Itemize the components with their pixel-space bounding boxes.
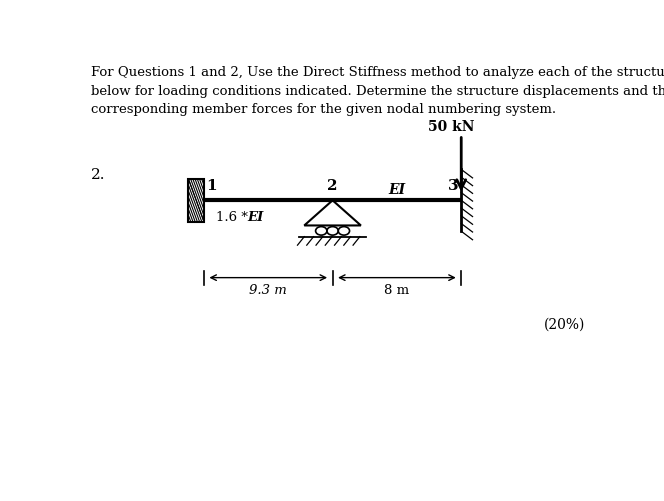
Text: 9.3 m: 9.3 m	[249, 284, 288, 297]
Text: 50 kN: 50 kN	[428, 119, 474, 133]
Text: 8 m: 8 m	[384, 284, 410, 297]
Text: 2: 2	[327, 178, 338, 192]
Text: 1: 1	[207, 178, 217, 192]
Text: (20%): (20%)	[544, 317, 585, 331]
Bar	[189, 180, 204, 222]
Text: For Questions 1 and 2, Use the Direct Stiffness method to analyze each of the st: For Questions 1 and 2, Use the Direct St…	[91, 66, 664, 116]
Text: EI: EI	[388, 183, 406, 197]
Text: 2.: 2.	[91, 168, 105, 182]
Text: EI: EI	[248, 210, 264, 223]
Text: 1.6 *: 1.6 *	[216, 210, 248, 223]
Text: 3: 3	[448, 178, 459, 192]
